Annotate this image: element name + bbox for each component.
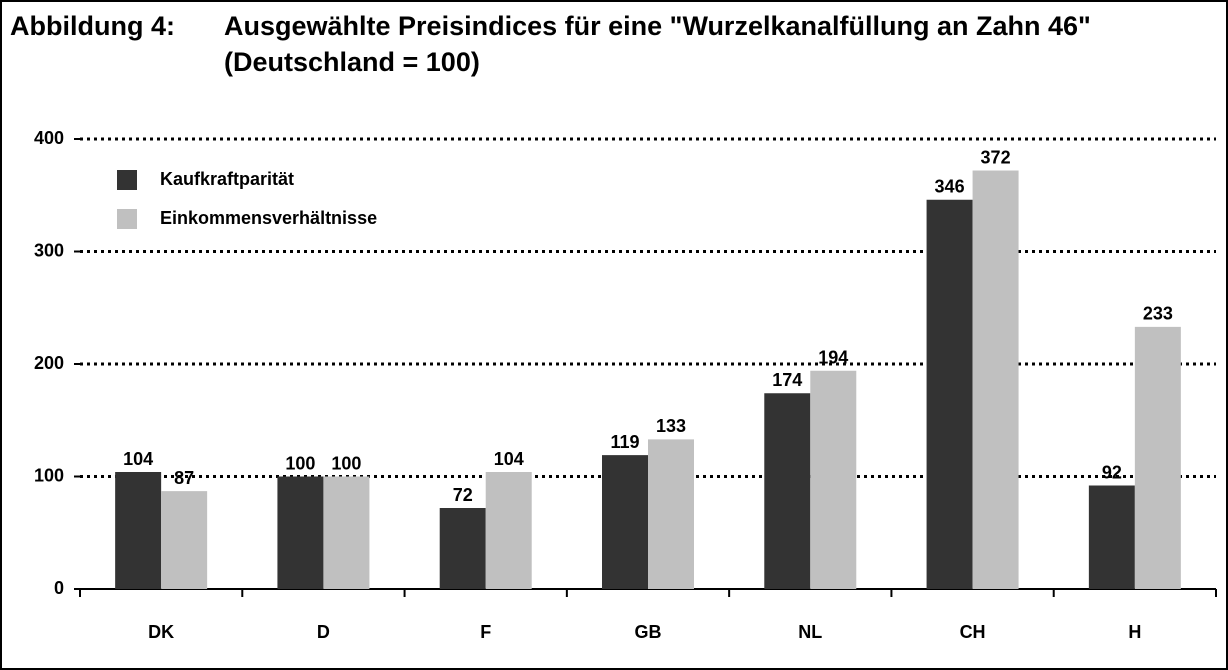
bar <box>764 393 811 589</box>
value-label: 133 <box>656 416 686 436</box>
y-tick-label: 300 <box>34 240 64 260</box>
bar <box>161 491 208 589</box>
x-tick-label: NL <box>798 622 822 642</box>
value-label: 174 <box>772 370 802 390</box>
x-tick-label: CH <box>960 622 986 642</box>
bar <box>485 472 532 589</box>
value-label: 372 <box>981 147 1011 167</box>
y-tick-label: 100 <box>34 465 64 485</box>
value-label: 104 <box>494 449 524 469</box>
value-label: 92 <box>1102 462 1122 482</box>
x-tick-label: DK <box>148 622 174 642</box>
value-label: 233 <box>1143 304 1173 324</box>
value-label: 346 <box>935 177 965 197</box>
x-tick-label: F <box>480 622 491 642</box>
bar <box>439 508 486 589</box>
bar <box>972 170 1019 589</box>
value-label: 104 <box>123 449 153 469</box>
value-label: 194 <box>818 348 848 368</box>
value-label: 119 <box>610 432 639 452</box>
value-label: 100 <box>285 453 315 473</box>
legend-swatch <box>117 170 137 190</box>
y-tick-label: 400 <box>34 128 64 148</box>
chart-title: Ausgewählte Preisindices für eine "Wurze… <box>224 11 1091 77</box>
title-block: Abbildung 4: Ausgewählte Preisindices fü… <box>10 8 1210 80</box>
y-tick-label: 0 <box>54 578 64 598</box>
legend-label: Kaufkraftparität <box>160 169 294 189</box>
x-tick-label: D <box>317 622 330 642</box>
bar <box>1134 326 1181 589</box>
value-label: 100 <box>331 453 361 473</box>
bar <box>277 476 324 589</box>
value-label: 87 <box>174 468 194 488</box>
bar <box>602 455 648 589</box>
x-tick-label: H <box>1128 622 1141 642</box>
legend-swatch <box>117 209 137 229</box>
bar <box>648 439 694 589</box>
bar <box>323 476 370 589</box>
legend-label: Einkommensverhältnisse <box>160 208 377 228</box>
bar <box>926 199 973 589</box>
bar <box>1088 485 1135 589</box>
y-tick-label: 200 <box>34 353 64 373</box>
bar <box>810 370 857 589</box>
x-tick-label: GB <box>635 622 662 642</box>
title-label: Abbildung 4: <box>10 11 175 41</box>
bar <box>115 472 162 589</box>
value-label: 72 <box>453 485 473 505</box>
